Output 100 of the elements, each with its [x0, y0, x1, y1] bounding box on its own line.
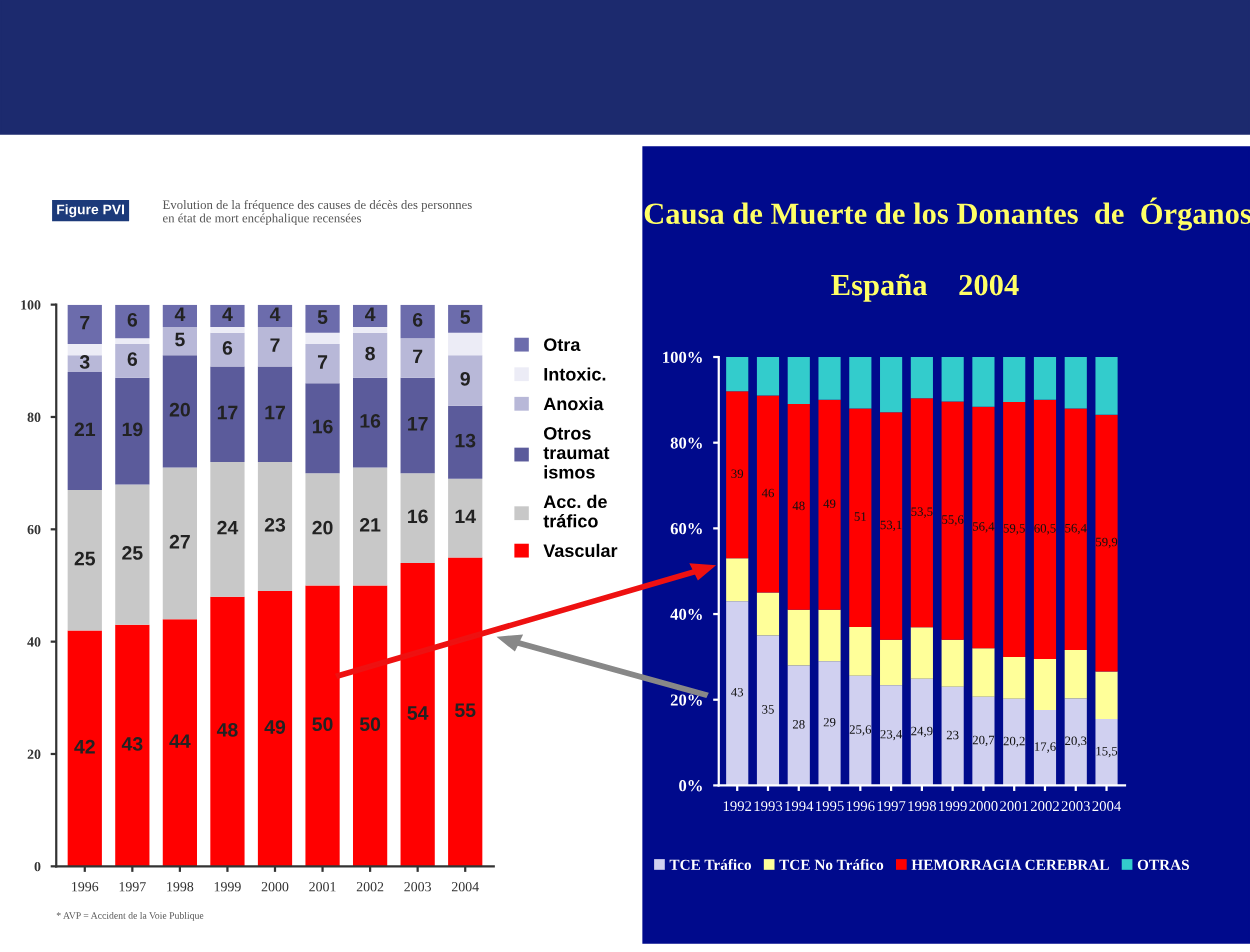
bar [941, 357, 964, 402]
bar [305, 473, 340, 586]
bar [257, 327, 293, 367]
bar [1064, 357, 1087, 409]
bar [849, 357, 872, 409]
data-label: 20 [312, 520, 333, 535]
bar [910, 627, 933, 679]
bar [1003, 357, 1026, 402]
bar [1095, 719, 1118, 786]
bar [1095, 414, 1118, 672]
data-label: 43 [121, 737, 143, 751]
data-label: 19 [122, 422, 143, 437]
data-label: 8 [365, 346, 375, 361]
bar [352, 585, 388, 867]
bar [880, 412, 903, 640]
data-label: 48 [216, 722, 238, 737]
bar [972, 406, 995, 649]
bar [910, 398, 933, 628]
legend-label: Otros traumat ismos [543, 426, 610, 479]
data-label: 14 [455, 509, 476, 524]
bar [305, 332, 340, 344]
data-label: 24 [217, 520, 239, 535]
bar [257, 366, 293, 462]
data-label: 4 [365, 307, 376, 321]
bar [1064, 698, 1087, 786]
legend-label: Vascular [543, 543, 618, 558]
bar [910, 678, 933, 786]
bar [115, 377, 150, 485]
bar [756, 357, 780, 396]
bar [849, 408, 872, 627]
bar [448, 405, 483, 479]
data-label: 4 [269, 307, 281, 321]
bar [941, 639, 964, 687]
data-label: 17 [408, 417, 428, 431]
bar [67, 343, 102, 356]
bar [1033, 399, 1057, 660]
bar [1003, 698, 1026, 786]
bar [67, 630, 102, 867]
bar [210, 304, 245, 328]
bar [400, 563, 435, 867]
y-tick-label: 80% [670, 437, 702, 449]
bar [67, 489, 102, 631]
bar [818, 661, 841, 786]
bar [910, 357, 933, 399]
y-tick-label: 40% [670, 608, 702, 621]
data-label: 50 [359, 717, 381, 732]
data-label: 6 [127, 312, 138, 327]
y-tick-label: 0% [679, 780, 702, 792]
bar [448, 304, 483, 333]
bar [115, 343, 150, 378]
data-label: 21 [359, 517, 381, 532]
bar [162, 327, 198, 356]
data-label: 5 [175, 332, 185, 347]
legend-label: Anoxia [543, 396, 604, 411]
bar [818, 357, 841, 400]
data-label: 9 [460, 371, 470, 386]
bar [448, 355, 483, 406]
bar [1033, 659, 1057, 710]
bar [880, 357, 903, 413]
y-tick-label: 60% [670, 523, 702, 535]
data-label: 4 [174, 307, 186, 321]
bar [756, 635, 780, 786]
bar [115, 338, 150, 344]
bar [818, 609, 841, 662]
bar [210, 332, 245, 367]
bar [787, 357, 810, 405]
bar [972, 357, 995, 407]
bar [115, 304, 150, 339]
data-label: 50 [312, 717, 333, 732]
bar [941, 401, 964, 640]
bar [257, 461, 293, 592]
bar [115, 484, 150, 625]
data-label: 5 [460, 310, 471, 324]
data-label: 13 [455, 433, 476, 448]
data-label: 16 [312, 419, 333, 434]
bar [162, 304, 198, 328]
bar [115, 624, 150, 867]
data-label: 16 [360, 414, 381, 428]
bar [400, 473, 435, 564]
bar [726, 558, 749, 602]
bar [726, 601, 749, 786]
bar [305, 304, 340, 333]
bar [756, 592, 780, 636]
data-label: 7 [80, 315, 90, 330]
data-label: 7 [270, 338, 280, 352]
bar [448, 557, 483, 867]
legend-label: Otra [544, 338, 581, 352]
bar [787, 609, 810, 666]
bar [1033, 710, 1057, 786]
bar [1064, 650, 1087, 699]
data-label: 16 [408, 509, 428, 524]
bar [726, 391, 749, 559]
bar [400, 338, 435, 378]
bar [448, 332, 483, 356]
data-label: 6 [222, 341, 233, 355]
bar [352, 327, 388, 333]
bar [941, 686, 964, 786]
bar [1064, 408, 1087, 651]
bar [1003, 401, 1026, 657]
y-tick-label: 100% [663, 351, 702, 363]
